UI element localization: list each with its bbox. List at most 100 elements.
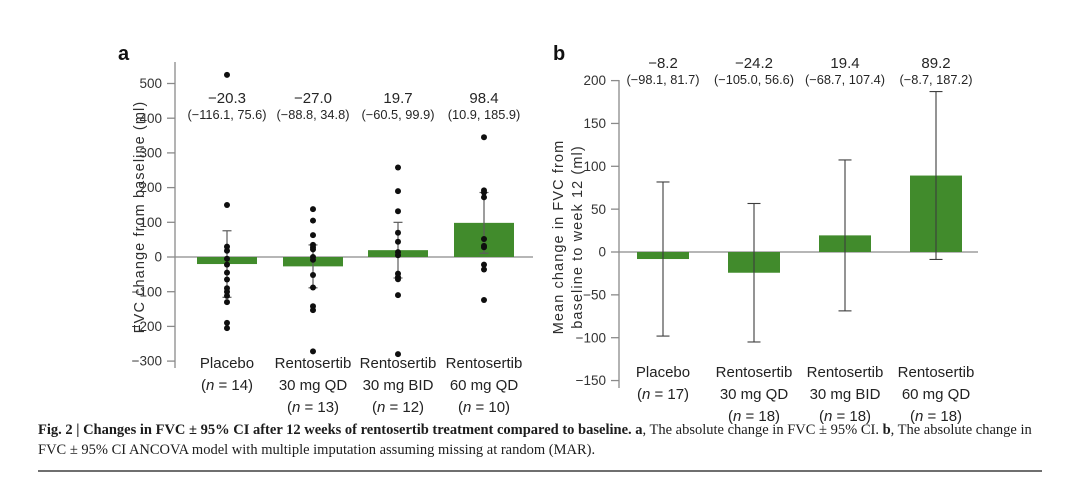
category-label: 30 mg QD xyxy=(720,386,789,403)
y-tick-label: 200 xyxy=(139,180,162,195)
caption-panel-a-ref: a xyxy=(635,422,643,438)
y-tick-label: −300 xyxy=(132,354,162,369)
annotation-ci: (−8.7, 187.2) xyxy=(900,72,973,87)
y-tick-label: 0 xyxy=(154,250,162,265)
y-axis-title-b: Mean change in FVC from xyxy=(551,140,567,335)
y-tick-label: −100 xyxy=(576,330,606,345)
y-tick-label: −150 xyxy=(576,373,606,388)
caption-panel-b-text: , The absolute change in FVC ± 95% CI AN… xyxy=(38,422,1032,458)
data-point xyxy=(395,238,401,245)
caption-panel-a-text: , The absolute change in FVC ± 95% CI. xyxy=(642,422,883,438)
category-label: Rentosertib xyxy=(898,364,975,381)
data-point xyxy=(310,232,316,239)
category-label: Placebo xyxy=(200,355,254,372)
y-tick-label: −200 xyxy=(132,319,162,334)
caption-panel-b-ref: b xyxy=(882,422,891,438)
category-label: (n = 18) xyxy=(728,408,780,425)
category-label: Rentosertib xyxy=(716,364,793,381)
data-point xyxy=(481,297,487,304)
data-point xyxy=(224,201,230,208)
annotation-ci: (−116.1, 75.6) xyxy=(187,107,266,122)
category-label: (n = 17) xyxy=(637,386,689,403)
panel-label-b: b xyxy=(553,43,565,65)
annotation-value: 19.7 xyxy=(383,90,412,107)
data-point xyxy=(481,235,487,242)
data-point xyxy=(224,276,230,283)
y-tick-label: 500 xyxy=(139,76,162,91)
annotation-value: 89.2 xyxy=(921,55,950,72)
data-point xyxy=(224,71,230,78)
data-point xyxy=(224,261,230,268)
annotation-ci: (−105.0, 56.6) xyxy=(714,72,794,87)
y-tick-label: 200 xyxy=(583,73,606,88)
category-label: 30 mg BID xyxy=(810,386,881,403)
data-point xyxy=(310,217,316,224)
data-point xyxy=(481,194,487,201)
data-point xyxy=(310,284,316,291)
data-point xyxy=(310,206,316,213)
caption-title: Fig. 2 | Changes in FVC ± 95% CI after 1… xyxy=(38,422,636,438)
data-point xyxy=(481,134,487,141)
data-point xyxy=(395,229,401,236)
category-label: Rentosertib xyxy=(360,355,437,372)
category-label: (n = 18) xyxy=(910,408,962,425)
data-point xyxy=(395,208,401,215)
data-point xyxy=(395,276,401,283)
data-point xyxy=(481,266,487,273)
data-point xyxy=(310,307,316,314)
data-point xyxy=(395,292,401,299)
annotation-value: 19.4 xyxy=(830,55,859,72)
annotation-value: −20.3 xyxy=(208,90,246,107)
y-tick-label: 100 xyxy=(139,215,162,230)
panel-label-a: a xyxy=(118,43,130,65)
data-point xyxy=(224,292,230,299)
annotation-value: 98.4 xyxy=(469,90,498,107)
data-point xyxy=(224,288,230,295)
category-label: Rentosertib xyxy=(275,355,352,372)
y-tick-label: 150 xyxy=(583,116,606,131)
annotation-ci: (−68.7, 107.4) xyxy=(805,72,885,87)
category-label: (n = 18) xyxy=(819,408,871,425)
data-point xyxy=(310,348,316,355)
y-axis-title-b: baseline to week 12 (ml) xyxy=(570,145,586,329)
data-point xyxy=(395,164,401,171)
data-point xyxy=(395,252,401,259)
data-point xyxy=(224,325,230,332)
y-tick-label: −100 xyxy=(132,284,162,299)
data-point xyxy=(481,189,487,196)
category-label: (n = 14) xyxy=(201,377,253,394)
data-point xyxy=(481,261,487,268)
category-label: Rentosertib xyxy=(446,355,523,372)
data-point xyxy=(224,255,230,262)
annotation-value: −8.2 xyxy=(648,55,678,72)
data-point xyxy=(224,269,230,276)
category-label: 60 mg QD xyxy=(902,386,971,403)
y-tick-label: 300 xyxy=(139,146,162,161)
category-label: 30 mg BID xyxy=(363,377,434,394)
annotation-ci: (10.9, 185.9) xyxy=(448,107,521,122)
y-tick-label: 100 xyxy=(583,159,606,174)
data-point xyxy=(310,256,316,263)
annotation-ci: (−88.8, 34.8) xyxy=(277,107,350,122)
annotation-ci: (−60.5, 99.9) xyxy=(362,107,435,122)
data-point xyxy=(224,247,230,254)
bottom-rule xyxy=(38,470,1042,472)
data-point xyxy=(310,246,316,253)
category-label: 60 mg QD xyxy=(450,377,519,394)
data-point xyxy=(395,351,401,358)
category-label: (n = 12) xyxy=(372,399,424,416)
annotation-value: −24.2 xyxy=(735,55,773,72)
y-tick-label: −50 xyxy=(583,287,606,302)
y-tick-label: 400 xyxy=(139,111,162,126)
annotation-ci: (−98.1, 81.7) xyxy=(627,72,700,87)
y-tick-label: 0 xyxy=(598,245,606,260)
category-label: (n = 10) xyxy=(458,399,510,416)
figure-caption: Fig. 2 | Changes in FVC ± 95% CI after 1… xyxy=(38,420,1046,460)
y-axis-title-a: FVC change from baseline (ml) xyxy=(132,101,148,334)
category-label: Rentosertib xyxy=(807,364,884,381)
data-point xyxy=(481,244,487,251)
data-point xyxy=(395,188,401,195)
category-label: Placebo xyxy=(636,364,690,381)
category-label: 30 mg QD xyxy=(279,377,348,394)
